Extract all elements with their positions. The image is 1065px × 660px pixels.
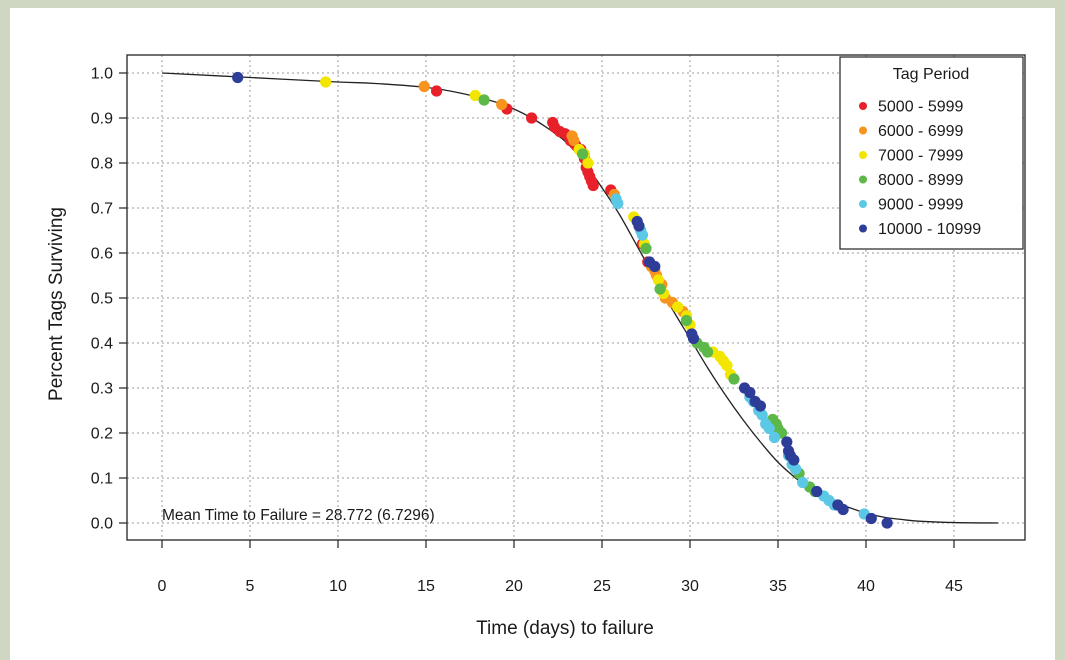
data-point — [496, 98, 508, 111]
x-axis: 0 5 10 15 20 25 30 35 40 45 — [158, 540, 963, 595]
legend-box — [839, 56, 1024, 250]
y-tick-label: 0.1 — [91, 471, 113, 488]
data-point — [320, 76, 332, 88]
data-point — [865, 512, 877, 525]
data-point — [478, 94, 490, 106]
data-point — [469, 89, 481, 102]
y-tick-label: 0.9 — [91, 111, 113, 128]
data-point — [652, 274, 664, 286]
data-point — [797, 476, 809, 489]
y-tick-label: 0.4 — [91, 336, 113, 353]
data-points — [232, 71, 893, 529]
x-tick-label: 10 — [329, 578, 347, 595]
x-tick-label: 30 — [681, 578, 699, 595]
data-point — [763, 422, 775, 435]
data-point — [756, 409, 768, 421]
legend-marker — [859, 126, 867, 135]
x-tick-label: 40 — [857, 578, 875, 595]
x-tick-label: 35 — [769, 578, 787, 595]
legend-label: 8000 - 8999 — [878, 172, 964, 189]
x-axis-label: Time (days) to failure — [476, 618, 654, 639]
data-point — [881, 517, 893, 529]
x-tick-label: 20 — [505, 578, 523, 595]
x-tick-label: 0 — [158, 578, 167, 595]
legend-marker — [859, 200, 867, 208]
x-tick-label: 45 — [945, 578, 963, 595]
data-point — [649, 260, 661, 273]
data-point — [654, 283, 666, 295]
y-tick-label: 0.8 — [91, 156, 113, 173]
data-point — [680, 314, 693, 327]
survival-chart: 0 5 10 15 20 25 30 35 40 45 0.0 0.1 0.2 0.3 0.4 0.5 0.6… — [46, 54, 1026, 639]
data-point — [633, 220, 645, 232]
data-point — [837, 503, 849, 516]
legend-marker — [859, 151, 867, 159]
y-tick-label: 0.0 — [91, 516, 113, 533]
y-axis-label: Percent Tags Surviving — [46, 207, 67, 401]
data-point — [430, 85, 443, 97]
legend-label: 7000 - 7999 — [878, 148, 964, 165]
data-point — [744, 386, 756, 399]
data-point — [582, 157, 594, 169]
legend-marker — [859, 175, 867, 184]
y-tick-label: 0.2 — [91, 426, 113, 443]
x-tick-label: 15 — [417, 578, 435, 595]
data-point — [781, 436, 793, 448]
data-point — [768, 431, 781, 444]
data-point — [672, 301, 684, 313]
data-point — [721, 359, 733, 372]
data-point — [587, 179, 599, 192]
data-point — [577, 148, 589, 160]
legend: Tag Period 5000 - 5999 6000 - 6999 7000 - … — [839, 56, 1024, 250]
data-point — [636, 229, 649, 241]
data-point — [418, 80, 430, 93]
data-point — [788, 454, 800, 466]
y-tick-label: 0.5 — [91, 291, 113, 308]
data-point — [790, 463, 802, 475]
data-point — [687, 332, 700, 345]
x-tick-label: 25 — [593, 578, 611, 595]
y-axis: 0.0 0.1 0.2 0.3 0.4 0.5 0.6 0.7 0.8 0.9 1.0 — [91, 66, 127, 533]
y-tick-label: 0.6 — [91, 246, 113, 263]
legend-marker — [859, 102, 867, 110]
y-tick-label: 1.0 — [91, 66, 113, 83]
data-point — [728, 373, 740, 385]
legend-label: 10000 - 10999 — [878, 221, 981, 238]
data-point — [232, 71, 244, 84]
data-point — [526, 112, 538, 124]
data-point — [640, 242, 652, 255]
legend-label: 9000 - 9999 — [878, 197, 964, 214]
x-tick-label: 5 — [246, 578, 255, 595]
data-point — [811, 485, 823, 498]
data-point — [702, 346, 714, 358]
legend-label: 5000 - 5999 — [878, 99, 964, 116]
chart-frame: 0 5 10 15 20 25 30 35 40 45 0.0 0.1 0.2 0.3 0.4 0.5 0.6… — [10, 8, 1055, 660]
legend-title: Tag Period — [893, 66, 970, 83]
data-point — [754, 400, 767, 412]
annotation-text: Mean Time to Failure = 28.772 (6.7296) — [162, 507, 435, 524]
y-tick-label: 0.3 — [91, 381, 113, 398]
data-point — [612, 197, 624, 210]
legend-label: 6000 - 6999 — [878, 123, 964, 140]
y-tick-label: 0.7 — [91, 201, 113, 218]
data-point — [568, 134, 580, 147]
legend-marker — [859, 224, 867, 233]
